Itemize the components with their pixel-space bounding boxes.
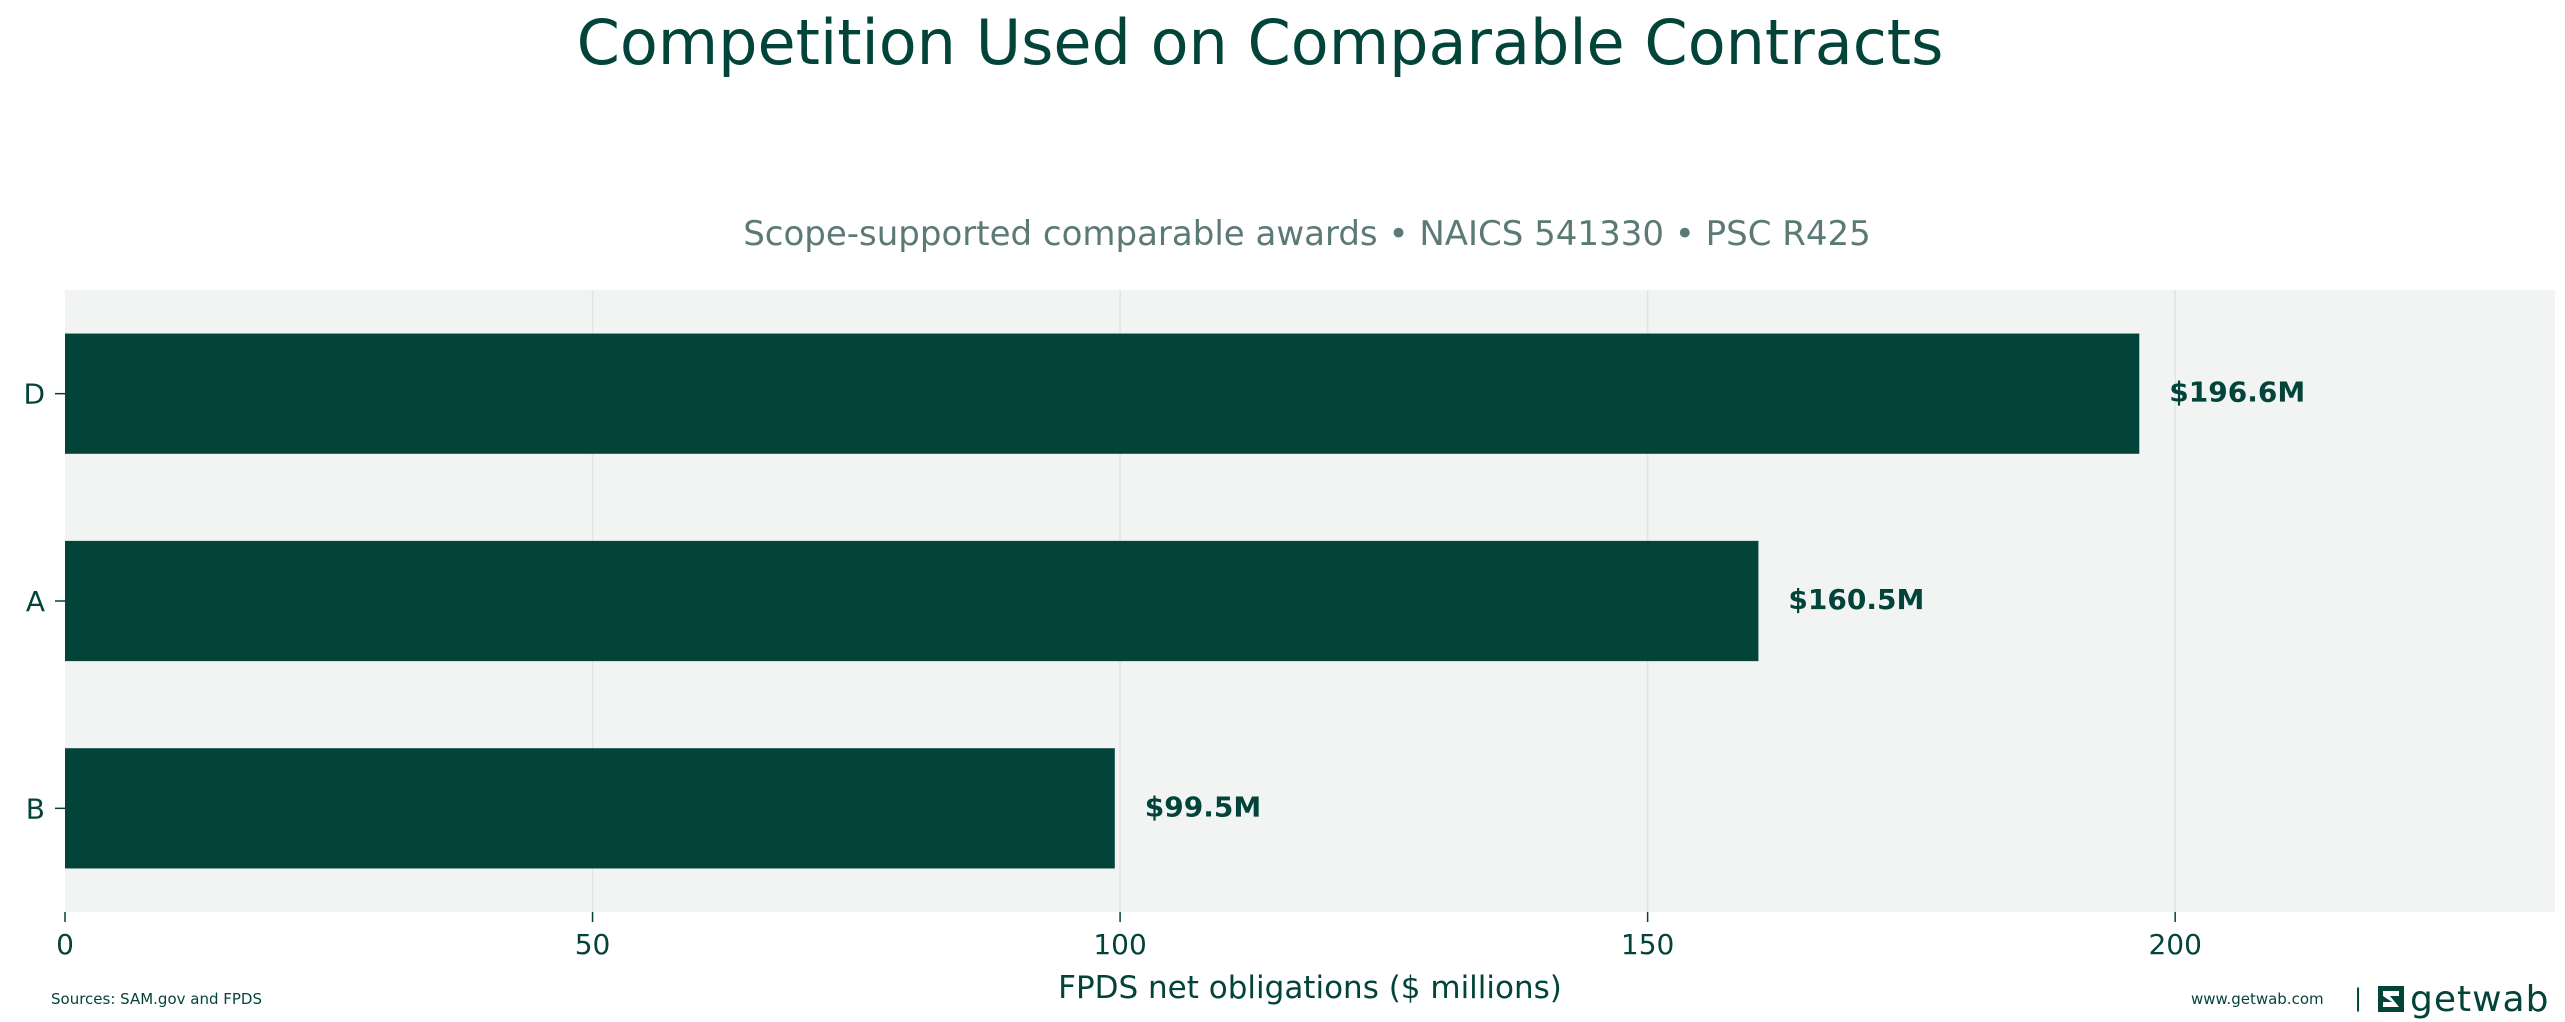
x-tick-label: 50 [575, 928, 611, 961]
y-tick-label-d: D [23, 378, 45, 411]
chart-subtitle: Scope-supported comparable awards • NAIC… [743, 214, 1871, 254]
sources-note: Sources: SAM.gov and FPDS [51, 990, 262, 1008]
x-tick-label: 200 [2148, 928, 2201, 961]
chart-title: Competition Used on Comparable Contracts [577, 6, 1944, 79]
getwab-logo-icon [2378, 986, 2404, 1012]
footer-separator: | [2354, 984, 2362, 1012]
bar-b [65, 748, 1115, 869]
bars [65, 333, 2140, 869]
x-tick-label: 100 [1093, 928, 1146, 961]
y-tick-label-b: B [26, 792, 45, 825]
x-axis-label: FPDS net obligations ($ millions) [1058, 970, 1562, 1006]
x-axis: 0 50 100 150 200 [56, 912, 2202, 961]
value-label-d: $196.6M [2169, 376, 2305, 409]
website-link[interactable]: www.getwab.com [2191, 990, 2324, 1008]
x-tick-label: 0 [56, 928, 74, 961]
y-axis: D A B [23, 378, 65, 825]
value-label-b: $99.5M [1145, 790, 1261, 823]
y-tick-label-a: A [26, 585, 45, 618]
bar-d [65, 333, 2140, 454]
value-label-a: $160.5M [1788, 583, 1924, 616]
x-tick-label: 150 [1621, 928, 1674, 961]
bar-a [65, 540, 1759, 662]
brand-name: getwab [2410, 979, 2549, 1020]
value-labels: $196.6M $160.5M $99.5M [1145, 376, 2305, 824]
